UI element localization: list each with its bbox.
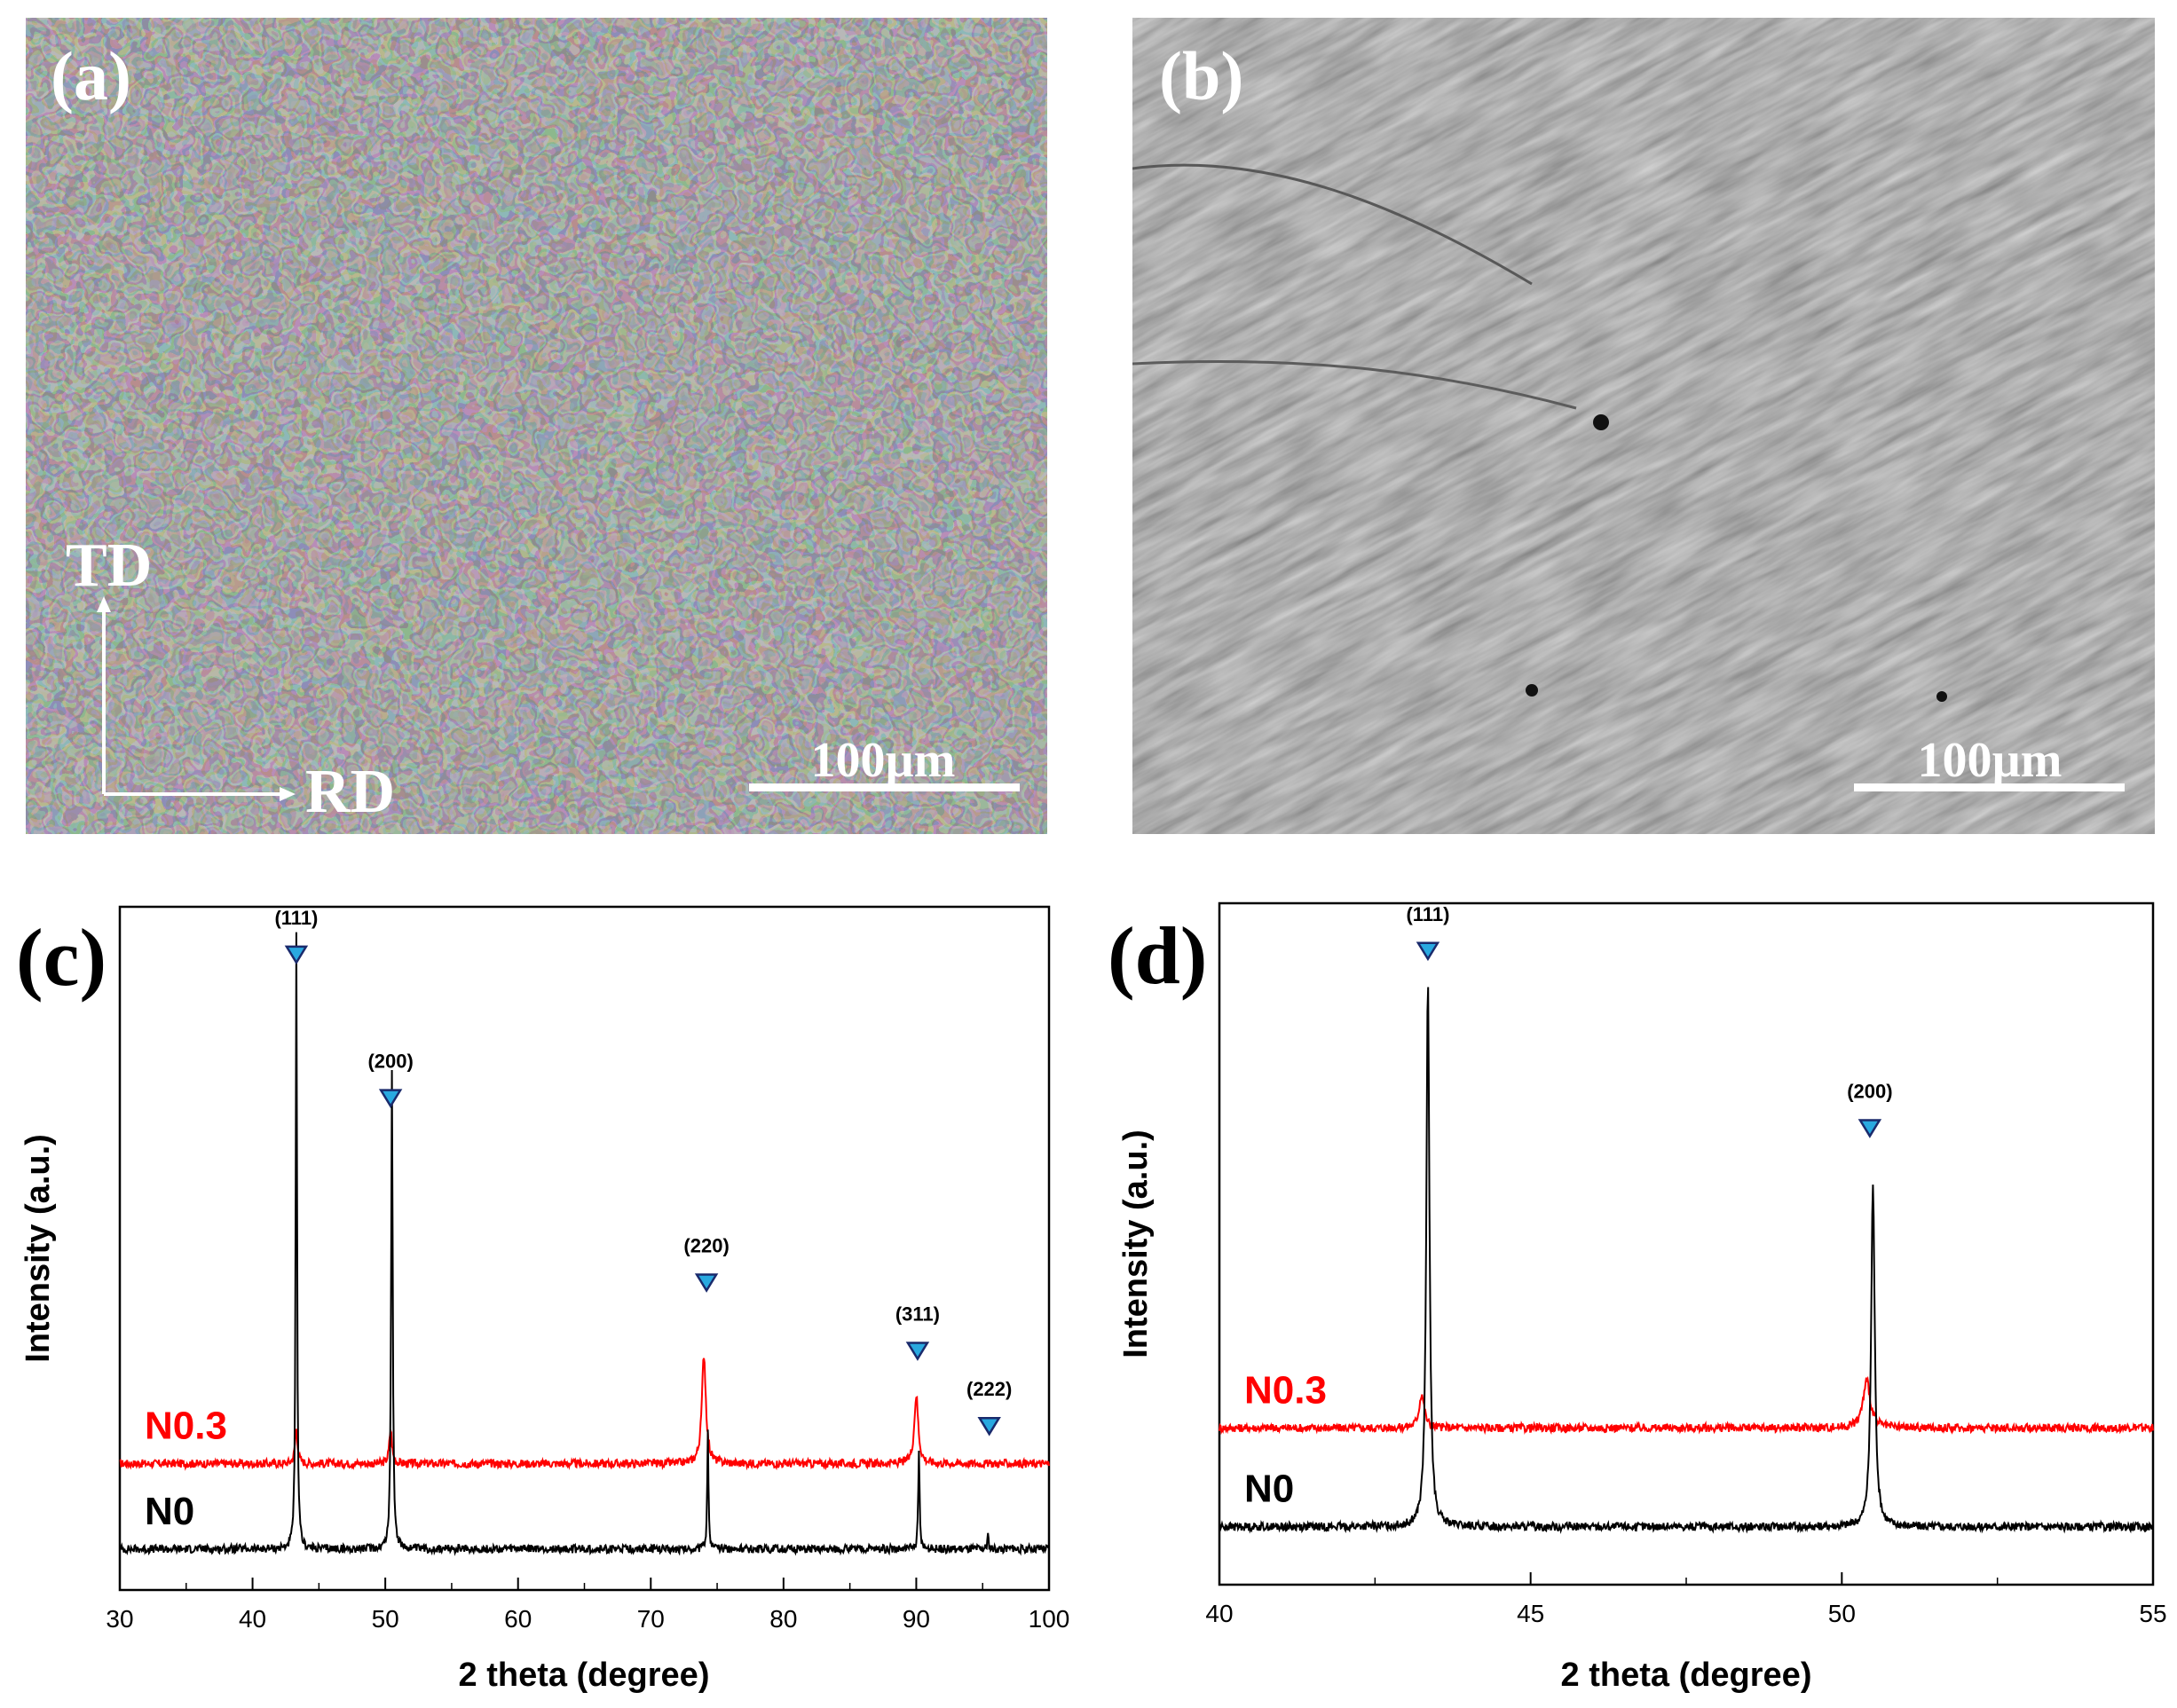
chart-panel-label: (c) (16, 912, 106, 1003)
series-label: N0.3 (1244, 1368, 1327, 1412)
peak-label: (222) (966, 1378, 1012, 1400)
scale-bar: 100µm (749, 733, 1020, 791)
peak-label: (111) (274, 907, 318, 929)
x-tick-label: 40 (239, 1605, 266, 1633)
micrograph-b-image: (b) 100µm (1132, 18, 2155, 834)
peak-marker-icon (1416, 941, 1440, 962)
micrograph-b: (b) 100µm (1132, 18, 2155, 834)
micrograph-a-label: (a) (51, 37, 131, 114)
rd-axis-label: RD (305, 758, 395, 826)
x-tick-label: 70 (637, 1605, 665, 1633)
x-tick-label: 30 (106, 1605, 133, 1633)
y-axis-title: Intensity (a.u.) (20, 1134, 57, 1363)
x-tick-label: 45 (1517, 1600, 1544, 1627)
micrograph-a-image: (a) TD RD 100µm (26, 18, 1047, 834)
x-axis-title: 2 theta (degree) (1561, 1657, 1812, 1694)
chart-0: 30 40 50 60 70 80 90 100 2 theta (degree) Intensi… (16, 905, 1070, 1694)
peak-marker-icon (694, 1273, 719, 1293)
plot-frame (1218, 901, 2155, 1586)
y-axis-title: Intensity (a.u.) (1117, 1129, 1155, 1358)
series-line-N0 (1219, 987, 2154, 1534)
x-tick-label: 55 (2139, 1600, 2166, 1627)
micrograph-b-label: (b) (1159, 37, 1243, 114)
peak-marker-icon (378, 1089, 403, 1108)
peak-label: (200) (367, 1051, 413, 1073)
series-line-N0.3 (1219, 1375, 2154, 1436)
peak-label: (111) (1406, 903, 1449, 925)
series-label: N0.3 (145, 1405, 227, 1448)
x-tick-label: 40 (1205, 1600, 1233, 1627)
peak-marker-icon (1858, 1119, 1882, 1138)
chart-1: 40 45 50 55 2 theta (degree) Intensity (a.u.)… (1108, 901, 2167, 1694)
peak-label: (200) (1847, 1080, 1892, 1102)
series-line-N0.3 (119, 1358, 1050, 1471)
x-tick-label: 50 (372, 1605, 399, 1633)
peak-marker-icon (977, 1416, 1001, 1436)
orientation-axes: TD RD (66, 531, 395, 826)
chart-panel-label: (d) (1108, 910, 1207, 1001)
series-line-N0 (119, 932, 1050, 1556)
peak-label: (311) (895, 1303, 940, 1326)
series-label: N0 (1244, 1468, 1294, 1511)
x-tick-label: 60 (504, 1605, 532, 1633)
peak-marker-icon (284, 945, 309, 965)
peak-marker-icon (905, 1342, 930, 1361)
x-tick-label: 90 (903, 1605, 930, 1633)
x-tick-label: 100 (1029, 1605, 1070, 1633)
peak-label: (220) (683, 1235, 729, 1257)
series-label: N0 (145, 1490, 194, 1533)
micrograph-a: (a) TD RD 100µm (26, 18, 1047, 834)
scale-bar-label: 100µm (811, 733, 956, 788)
scale-bar-label: 100µm (1918, 733, 2063, 788)
scale-bar: 100µm (1854, 733, 2125, 791)
x-axis-title: 2 theta (degree) (459, 1657, 710, 1694)
td-axis-label: TD (66, 531, 152, 600)
plot-frame (118, 905, 1051, 1592)
x-tick-label: 50 (1828, 1600, 1856, 1627)
x-tick-label: 80 (769, 1605, 797, 1633)
